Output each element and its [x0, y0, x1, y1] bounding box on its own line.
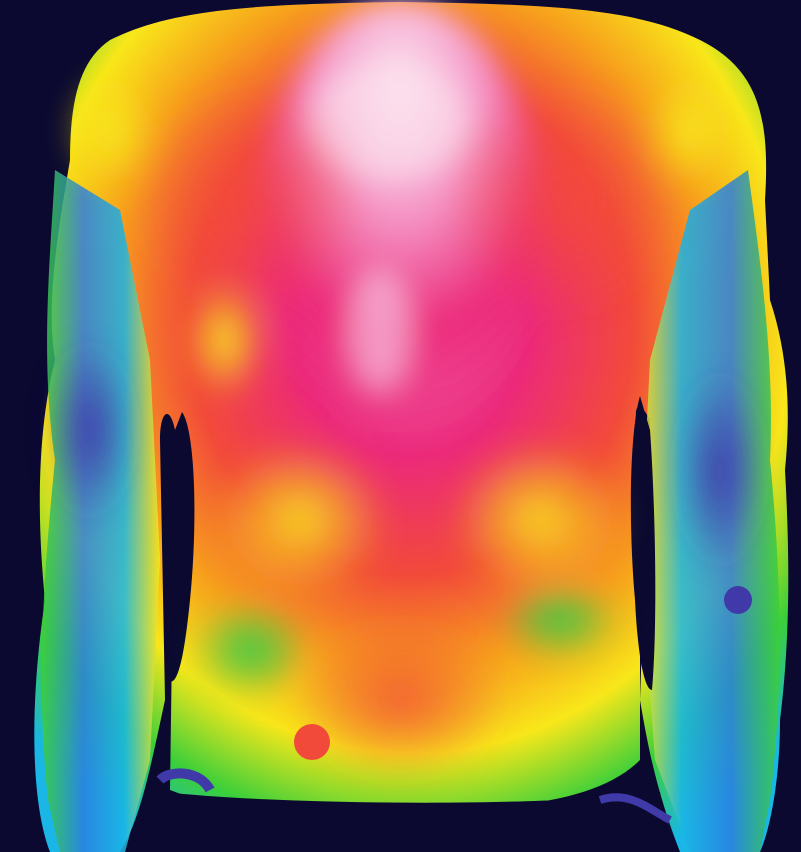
left-gap — [165, 412, 195, 682]
right-gap — [630, 396, 656, 690]
hot-spot — [294, 724, 330, 760]
cold-spot — [724, 586, 752, 614]
waistband — [135, 790, 670, 852]
